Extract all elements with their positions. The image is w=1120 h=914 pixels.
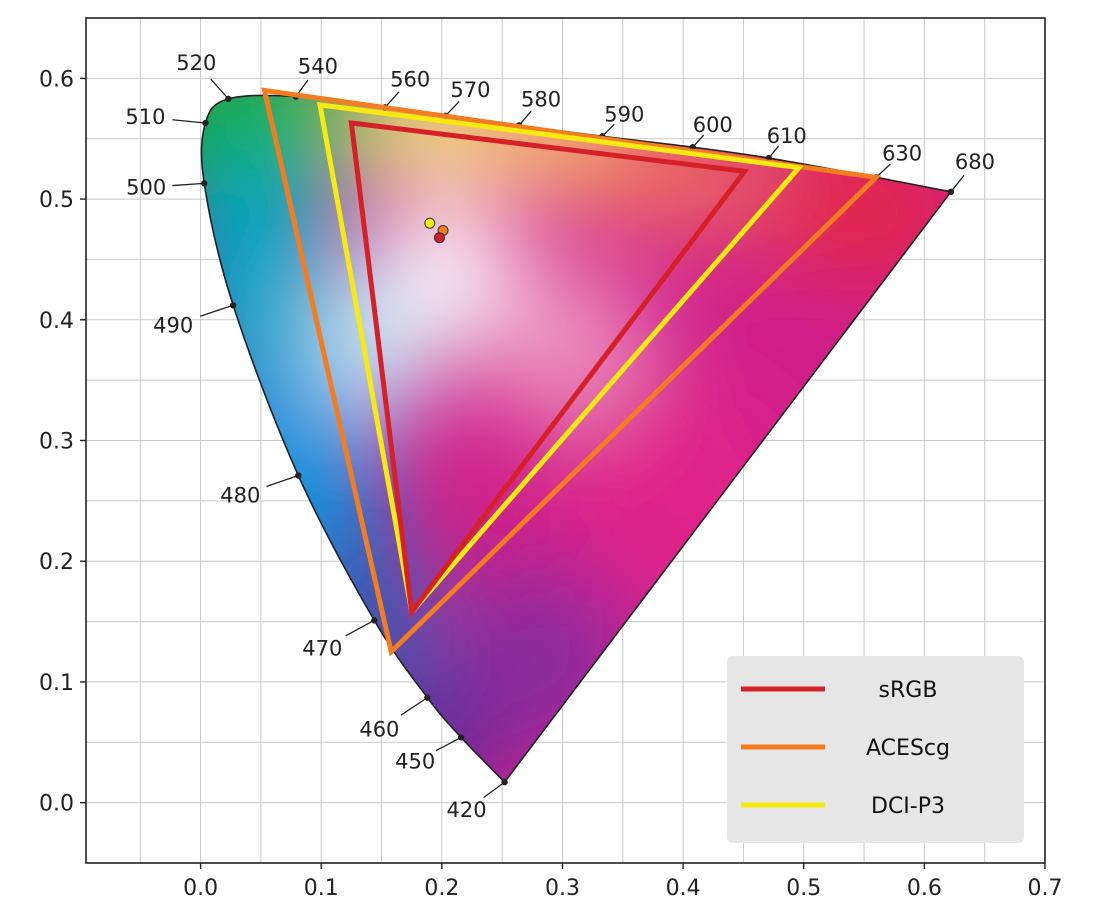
- wavelength-label: 590: [604, 102, 644, 126]
- x-tick-label: 0.5: [786, 876, 821, 901]
- wavelength-label: 630: [882, 141, 922, 165]
- wavelength-leader: [950, 174, 965, 193]
- wavelength-leader: [210, 78, 229, 100]
- wavelength-leader: [172, 119, 206, 124]
- wavelength-leader: [445, 101, 460, 117]
- wavelength-label: 500: [126, 175, 166, 199]
- wavelength-leader: [199, 304, 234, 317]
- white-points: [424, 217, 449, 244]
- wavelength-leader: [483, 781, 505, 799]
- wavelength-label: 510: [125, 105, 165, 129]
- wavelength-leader: [601, 123, 615, 137]
- legend: sRGB ACEScg DCI-P3: [727, 656, 1024, 843]
- x-tick-label: 0.1: [304, 876, 339, 901]
- wavelength-label: 680: [955, 150, 995, 174]
- wavelength-leader: [266, 474, 299, 488]
- y-tick-label: 0.0: [39, 792, 74, 817]
- y-axis: 0.0 0.1 0.2 0.3 0.4 0.5 0.6: [39, 67, 86, 817]
- wavelength-leader: [692, 134, 705, 148]
- wavelength-label: 540: [298, 54, 338, 78]
- legend-box: [727, 656, 1024, 843]
- y-tick-label: 0.1: [39, 671, 74, 696]
- x-tick-label: 0.4: [666, 876, 701, 901]
- white-point-dci-p3: [424, 217, 436, 229]
- wavelength-label: 470: [302, 636, 342, 660]
- x-tick-label: 0.2: [424, 876, 459, 901]
- x-tick-label: 0.7: [1028, 876, 1063, 901]
- wavelength-label: 570: [450, 78, 490, 102]
- legend-label: sRGB: [879, 678, 938, 703]
- y-tick-label: 0.6: [39, 67, 74, 92]
- gamut-srgb: [348, 120, 750, 619]
- color-blob: [321, 271, 442, 417]
- wavelength-leader: [768, 145, 780, 159]
- wavelength-label: 490: [153, 313, 193, 337]
- wavelength-label: 560: [390, 67, 430, 91]
- y-tick-label: 0.3: [39, 430, 74, 455]
- wavelength-markers: 420 450 460 470 480 490 500 510 520 540 560 570 580 5…: [125, 51, 995, 822]
- color-blob: [478, 259, 647, 429]
- wavelength-dot: [202, 119, 209, 127]
- wavelength-label: 520: [176, 51, 216, 75]
- x-tick-label: 0.6: [907, 876, 942, 901]
- x-tick-label: 0.0: [183, 876, 218, 901]
- wavelength-leader: [172, 182, 205, 187]
- y-tick-label: 0.2: [39, 550, 74, 575]
- wavelength-label: 450: [395, 749, 435, 773]
- gamut-triangles: [261, 87, 882, 657]
- wavelength-label: 610: [767, 124, 807, 148]
- gamut-dci-p3: [316, 101, 804, 618]
- wavelength-label: 600: [693, 113, 733, 137]
- wavelength-leader: [435, 736, 462, 752]
- spectral-locus-outline: [200, 94, 953, 784]
- wavelength-leader: [875, 163, 891, 178]
- wavelength-label: 480: [220, 484, 260, 508]
- wavelength-leader: [384, 91, 400, 108]
- wavelength-leader: [518, 110, 532, 126]
- legend-label: ACEScg: [866, 736, 950, 761]
- y-tick-label: 0.5: [39, 188, 74, 213]
- white-point-srgb: [433, 232, 445, 244]
- legend-label: DCI-P3: [871, 794, 945, 819]
- x-axis: 0.0 0.1 0.2 0.3 0.4 0.5 0.6 0.7: [183, 863, 1063, 901]
- wavelength-label: 460: [359, 718, 399, 742]
- y-tick-label: 0.4: [39, 309, 74, 334]
- wavelength-label: 420: [447, 798, 487, 822]
- wavelength-label: 580: [521, 87, 561, 111]
- wavelength-leader: [400, 697, 428, 716]
- wavelength-leader: [345, 619, 375, 637]
- gamut-acescg: [261, 87, 882, 657]
- x-tick-label: 0.3: [545, 876, 580, 901]
